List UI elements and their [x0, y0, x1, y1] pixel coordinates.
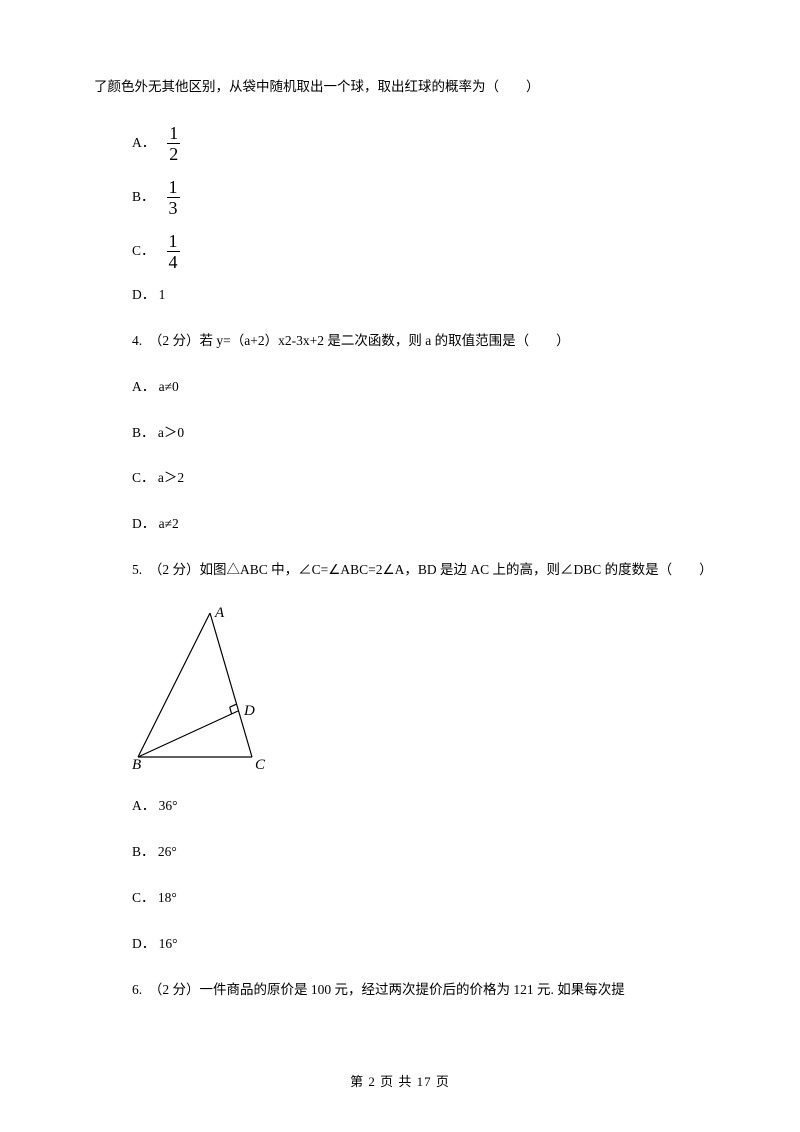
svg-text:A: A [214, 607, 225, 621]
fraction-1-2: 1 2 [167, 124, 180, 163]
q3-option-d: D． 1 [94, 286, 706, 305]
q5-option-c: C． 18° [94, 889, 706, 908]
q5-stem: 5. （2 分）如图△ABC 中，∠C=∠ABC=2∠A，BD 是边 AC 上的… [132, 561, 706, 580]
frac-den: 4 [167, 251, 180, 271]
page-footer: 第 2 页 共 17 页 [0, 1071, 800, 1090]
q3-optC-letter: C． [132, 242, 155, 261]
svg-text:C: C [255, 757, 266, 771]
q3-continuation: 了颜色外无其他区别，从袋中随机取出一个球，取出红球的概率为（ ） [94, 78, 706, 97]
frac-num: 1 [167, 232, 180, 251]
svg-text:B: B [132, 757, 141, 771]
fraction-1-3: 1 3 [167, 178, 180, 217]
q3-optA-letter: A． [132, 134, 155, 153]
q3-option-b: B． 1 3 [94, 178, 706, 217]
q4-option-d: D． a≠2 [94, 515, 706, 534]
q4-option-a: A． a≠0 [94, 378, 706, 397]
triangle-svg: A B C D [132, 607, 278, 771]
q3-option-a: A． 1 2 [94, 124, 706, 163]
q3-optB-letter: B． [132, 188, 155, 207]
fraction-1-4: 1 4 [167, 232, 180, 271]
q5-option-d: D． 16° [94, 935, 706, 954]
q4-option-b: B． a＞0 [94, 424, 706, 443]
q5-option-a: A． 36° [94, 797, 706, 816]
q6-stem: 6. （2 分）一件商品的原价是 100 元，经过两次提价后的价格为 121 元… [94, 981, 706, 1000]
frac-num: 1 [167, 178, 180, 197]
frac-num: 1 [167, 124, 180, 143]
triangle-figure: A B C D [132, 607, 706, 777]
frac-den: 2 [167, 143, 180, 163]
frac-den: 3 [167, 197, 180, 217]
svg-text:D: D [243, 703, 255, 719]
q4-stem: 4. （2 分）若 y=（a+2）x2-3x+2 是二次函数，则 a 的取值范围… [94, 332, 706, 351]
q5-option-b: B． 26° [94, 843, 706, 862]
q4-option-c: C． a＞2 [94, 469, 706, 488]
q3-option-c: C． 1 4 [94, 232, 706, 271]
